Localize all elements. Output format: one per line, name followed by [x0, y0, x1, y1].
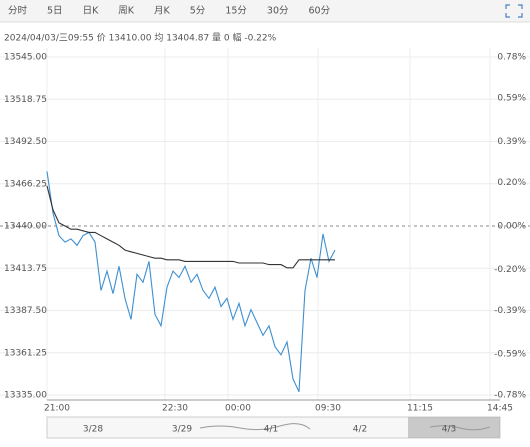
tab[interactable]: 30分: [267, 6, 289, 17]
tab[interactable]: 15分: [225, 6, 247, 17]
y-tick-label: 13440.00: [4, 222, 47, 232]
tab[interactable]: 分时: [8, 5, 28, 17]
info-line: 2024/04/03/三09:55 价 13410.00 均 13404.87 …: [4, 32, 277, 44]
x-tick-label: 00:00: [225, 404, 251, 414]
tab[interactable]: 5日: [47, 6, 63, 17]
tab[interactable]: 日K: [83, 6, 100, 17]
y2-tick-label: 0.39%: [497, 137, 526, 147]
navigator-window[interactable]: [408, 417, 500, 438]
series-line: [46, 185, 335, 269]
y2-tick-label: 0.00%: [497, 222, 526, 232]
y-tick-label: 13518.75: [4, 95, 47, 105]
expand-icon[interactable]: [505, 4, 523, 18]
y2-tick-label: -0.39%: [494, 306, 526, 316]
x-tick-label: 14:45: [487, 404, 513, 414]
navigator-label: 4/3: [442, 425, 456, 435]
y-tick-label: 13545.00: [4, 53, 47, 63]
navigator-label: 3/28: [83, 425, 103, 435]
tab[interactable]: 5分: [190, 6, 206, 17]
navigator-label: 4/2: [353, 425, 367, 435]
y2-tick-label: 0.59%: [497, 94, 526, 104]
y2-tick-label: 0.20%: [497, 178, 526, 188]
y-tick-label: 13361.25: [4, 348, 47, 358]
y2-tick-label: -0.20%: [494, 265, 526, 275]
tab-bar: [0, 0, 530, 22]
x-tick-label: 21:00: [44, 404, 70, 414]
series-line: [46, 171, 336, 393]
y2-tick-label: -0.59%: [494, 349, 526, 359]
navigator-label: 4/1: [264, 425, 278, 435]
x-tick-label: 22:30: [162, 404, 188, 414]
tab[interactable]: 60分: [309, 6, 331, 17]
y-tick-label: 13413.75: [4, 264, 47, 274]
tab[interactable]: 月K: [154, 6, 171, 17]
tab[interactable]: 周K: [118, 6, 135, 17]
y2-tick-label: -0.78%: [494, 391, 526, 401]
y-tick-label: 13492.50: [4, 137, 47, 147]
x-tick-label: 11:15: [407, 404, 433, 414]
x-tick-label: 09:30: [315, 404, 341, 414]
navigator-label: 3/29: [172, 425, 192, 435]
y-tick-label: 13387.50: [4, 306, 47, 316]
y-tick-label: 13466.25: [4, 179, 47, 189]
y2-tick-label: 0.78%: [497, 53, 526, 63]
navigator-sparkline: [199, 423, 491, 431]
y-tick-label: 13335.00: [4, 391, 47, 401]
